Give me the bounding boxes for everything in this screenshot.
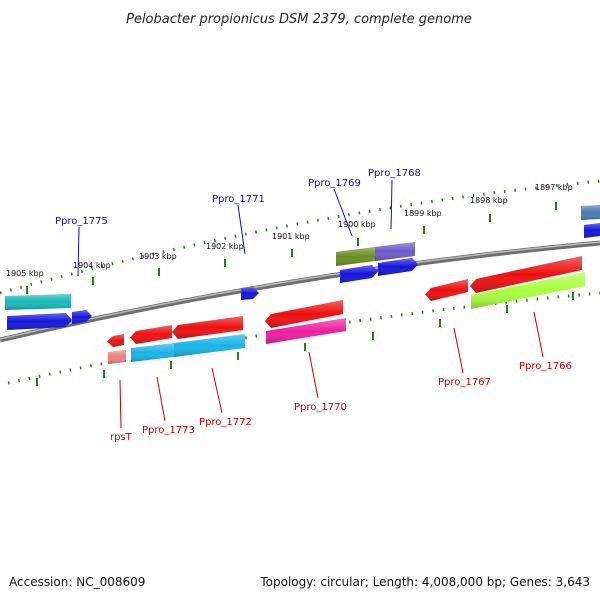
leader-ppro1772: [211, 367, 223, 414]
gene-ppro1770-a[interactable]: [265, 300, 343, 328]
gene-1897-b[interactable]: [584, 223, 600, 238]
gene-ppro1775-a[interactable]: [5, 294, 71, 310]
leader-ppro1769: [333, 188, 353, 237]
gene-ppro1771[interactable]: [241, 287, 259, 300]
gene-ppro1766-a[interactable]: [470, 256, 582, 293]
gene-1897-a[interactable]: [581, 205, 600, 220]
kbp-label-1899: 1899 kbp: [404, 209, 442, 218]
gene-label-ppro1772[interactable]: Ppro_1772: [199, 417, 252, 428]
gene-ppro1766-b[interactable]: [471, 272, 585, 309]
leader-ppro1773: [156, 376, 166, 422]
gene-label-ppro1767[interactable]: Ppro_1767: [438, 377, 491, 388]
gene-label-ppro1770[interactable]: Ppro_1770: [294, 402, 347, 413]
gene-1768-b[interactable]: [378, 258, 418, 276]
gene-rpst-b[interactable]: [108, 350, 126, 364]
gene-ppro1767-a[interactable]: [425, 279, 468, 301]
gene-label-rpst[interactable]: rpsT: [110, 432, 133, 443]
gene-rpst-a[interactable]: [107, 334, 124, 347]
gene-ppro1775-b[interactable]: [7, 313, 72, 330]
leader-rpst: [119, 379, 122, 429]
gene-ppro1773-a[interactable]: [130, 325, 172, 344]
topology-text: Topology: circular; Length: 4,008,000 bp…: [260, 575, 590, 589]
gene-label-ppro1773[interactable]: Ppro_1773: [142, 425, 195, 436]
gene-label-ppro1769[interactable]: Ppro_1769: [308, 178, 361, 189]
gene-1768-a[interactable]: [375, 242, 415, 261]
gene-1769-a[interactable]: [336, 247, 375, 266]
kbp-label-1901: 1901 kbp: [272, 232, 310, 241]
kbp-label-1902: 1902 kbp: [206, 242, 244, 251]
gene-ppro1770-b[interactable]: [266, 318, 346, 344]
gene-1775-small[interactable]: [72, 310, 92, 324]
gene-label-ppro1766[interactable]: Ppro_1766: [519, 361, 572, 372]
leader-ppro1766: [533, 311, 544, 358]
gene-label-ppro1775[interactable]: Ppro_1775: [55, 216, 108, 227]
kbp-label-1897: 1897 kbp: [535, 183, 573, 192]
gene-label-ppro1771[interactable]: Ppro_1771: [212, 194, 265, 205]
leader-ppro1771: [237, 204, 246, 255]
kbp-label-1905: 1905 kbp: [6, 269, 44, 278]
gene-ppro1772-a[interactable]: [172, 316, 243, 339]
map-title: Pelobacter propionicus DSM 2379, complet…: [126, 12, 472, 27]
leader-ppro1770: [308, 351, 319, 399]
gene-1769-b[interactable]: [340, 265, 378, 283]
kbp-label-1898: 1898 kbp: [470, 196, 508, 205]
leader-ppro1775: [77, 226, 80, 277]
gene-ppro1772-b[interactable]: [174, 334, 245, 357]
accession-text: Accession: NC_008609: [9, 575, 146, 589]
kbp-label-1904: 1904 kbp: [73, 261, 111, 270]
lower-tick-ring: [7, 291, 600, 385]
gene-features: [5, 205, 600, 364]
kbp-label-1903: 1903 kbp: [139, 252, 177, 261]
kbp-label-1900: 1900 kbp: [338, 220, 376, 229]
leader-ppro1767: [453, 327, 464, 374]
leader-ppro1768: [390, 179, 393, 230]
label-leaders: [77, 179, 544, 429]
gene-ppro1773-b[interactable]: [131, 343, 174, 362]
major-ticks: [26, 202, 574, 386]
gene-label-ppro1768[interactable]: Ppro_1768: [368, 168, 421, 179]
